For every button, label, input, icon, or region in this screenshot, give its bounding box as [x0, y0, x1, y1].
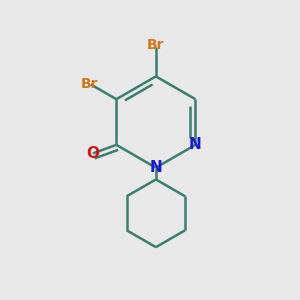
Text: N: N: [189, 137, 202, 152]
Text: O: O: [86, 146, 99, 161]
Text: N: N: [149, 160, 162, 175]
Text: Br: Br: [81, 77, 98, 92]
Text: Br: Br: [147, 38, 165, 52]
